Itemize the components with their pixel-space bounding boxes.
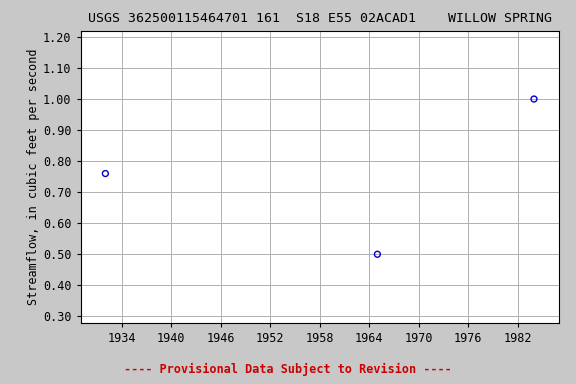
Text: ---- Provisional Data Subject to Revision ----: ---- Provisional Data Subject to Revisio… xyxy=(124,363,452,376)
Title: USGS 362500115464701 161  S18 E55 02ACAD1    WILLOW SPRING: USGS 362500115464701 161 S18 E55 02ACAD1… xyxy=(88,12,552,25)
Point xyxy=(373,251,382,257)
Point xyxy=(529,96,539,102)
Y-axis label: Streamflow, in cubic feet per second: Streamflow, in cubic feet per second xyxy=(27,48,40,305)
Point xyxy=(101,170,110,177)
